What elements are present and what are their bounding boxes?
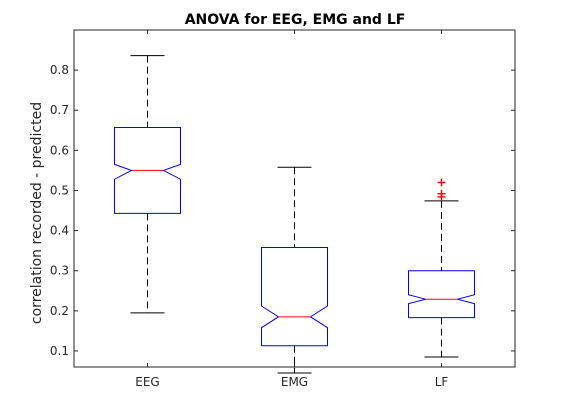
outlier-point bbox=[437, 178, 446, 187]
y-tick-label: 0.7 bbox=[50, 103, 69, 117]
notched-box bbox=[408, 270, 475, 319]
y-axis-label: correlation recorded - predicted bbox=[29, 102, 45, 324]
x-tick-label: LF bbox=[435, 375, 449, 389]
notched-box bbox=[261, 246, 328, 347]
y-tick-label: 0.1 bbox=[50, 344, 69, 358]
x-tick-label: EEG bbox=[135, 375, 159, 389]
chart-title: ANOVA for EEG, EMG and LF bbox=[185, 12, 406, 28]
y-tick-label: 0.8 bbox=[50, 63, 69, 77]
x-tick-label: EMG bbox=[281, 375, 308, 389]
outlier-point bbox=[437, 192, 446, 201]
y-tick-label: 0.2 bbox=[50, 304, 69, 318]
notched-box bbox=[114, 126, 181, 214]
y-tick-label: 0.5 bbox=[50, 183, 69, 197]
y-tick-label: 0.6 bbox=[50, 143, 69, 157]
plot-area: 0.1 0.2 0.3 0.4 0.5 0.6 0.7 0.8 EEG EMG LF bbox=[50, 29, 516, 389]
y-tick-label: 0.3 bbox=[50, 264, 69, 278]
y-tick-label: 0.4 bbox=[50, 224, 69, 238]
